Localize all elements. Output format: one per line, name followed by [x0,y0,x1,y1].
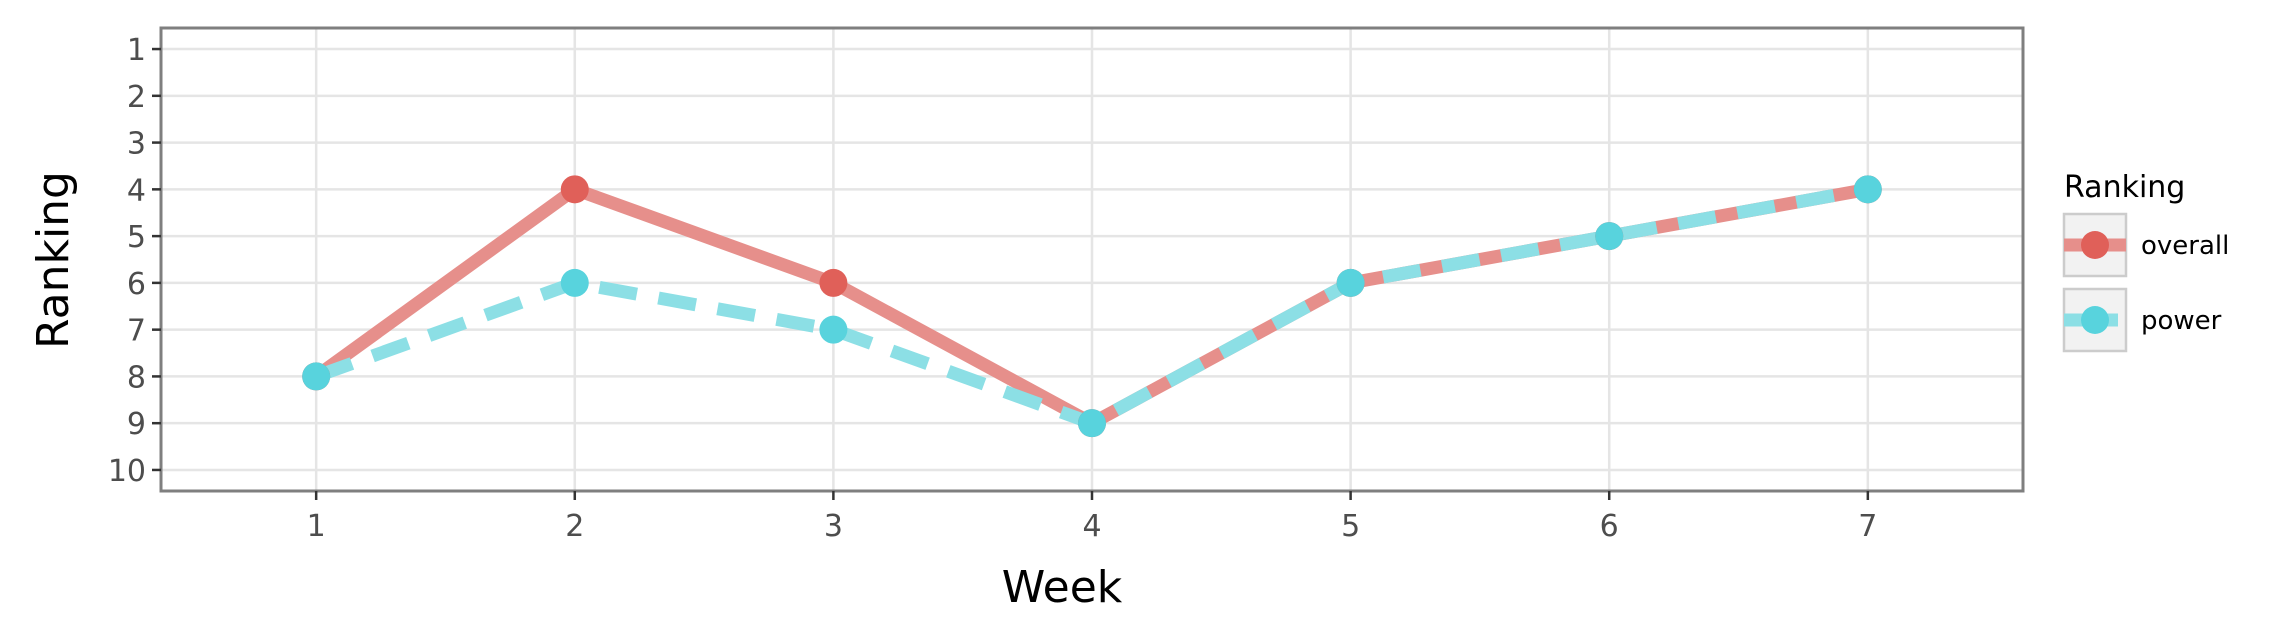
data-point-power [1595,222,1624,251]
legend-entries: overall power [2062,212,2229,353]
data-point-power [560,268,589,297]
axes: 1 2 3 4 5 6 7 1 2 3 4 5 6 7 8 9 10 [108,33,1878,544]
legend-title: Ranking [2064,170,2185,205]
data-point-power [1078,409,1106,438]
legend-item-power: power [2062,287,2222,353]
y-axis-title: Ranking [28,171,79,349]
y-tick-label: 9 [127,407,146,442]
y-tick-label: 2 [127,80,146,115]
data-point-overall [560,175,589,204]
legend-label-power: power [2141,306,2222,336]
data-point-power [819,315,848,344]
x-tick-label: 5 [1341,509,1360,544]
x-tick-label: 1 [307,509,326,544]
legend-key-marker [2081,306,2109,334]
x-axis-title: Week [1002,562,1123,613]
data-point-power [1853,175,1882,204]
legend-item-overall: overall [2062,212,2229,278]
data-point-power [302,362,331,391]
data-point-overall [819,268,848,297]
y-tick-label: 7 [127,314,146,349]
data-point-power [1336,268,1365,297]
x-tick-label: 4 [1082,509,1101,544]
y-tick-label: 8 [127,360,146,395]
y-tick-label: 1 [127,33,146,68]
y-tick-label: 4 [127,173,146,208]
x-tick-label: 3 [824,509,843,544]
points-layer [302,175,1882,438]
y-tick-label: 6 [127,267,146,302]
x-tick-label: 7 [1858,509,1877,544]
y-tick-label: 5 [127,220,146,255]
x-tick-label: 2 [565,509,584,544]
y-tick-label: 3 [127,127,146,162]
legend-key-marker [2081,231,2109,259]
legend: Ranking overall power [2062,170,2229,353]
legend-label-overall: overall [2141,231,2229,261]
x-tick-label: 6 [1600,509,1619,544]
y-tick-label: 10 [108,454,146,489]
